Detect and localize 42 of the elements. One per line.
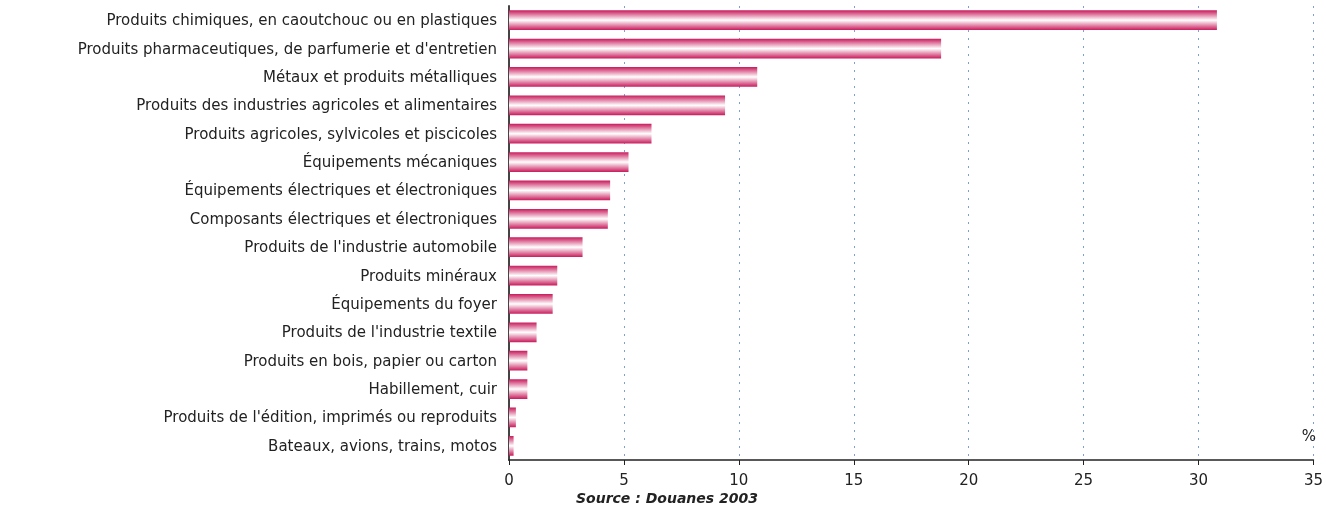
bar [509, 67, 758, 87]
y-tick-label: Produits des industries agricoles et alimentaires [136, 96, 498, 115]
bar [509, 294, 553, 314]
x-tick-label: 15 [844, 470, 864, 489]
y-tick-label: Produits chimiques, en caoutchouc ou en plastiques [106, 11, 498, 30]
y-tick-label: Produits de l'édition, imprimés ou reproduits [163, 408, 498, 427]
bar [509, 407, 516, 428]
y-tick-label: Équipements du foyer [331, 293, 498, 313]
x-tick-label: 20 [959, 470, 979, 489]
x-tick-label: 30 [1188, 470, 1209, 489]
bar [509, 379, 528, 399]
bar [509, 350, 528, 371]
y-tick-label: Produits en bois, papier ou carton [243, 351, 497, 370]
x-tick-label: 35 [1303, 470, 1323, 489]
bar [509, 95, 726, 116]
y-tick-label: Produits minéraux [360, 266, 498, 285]
bar [509, 152, 629, 172]
y-tick-label: Produits pharmaceutiques, de parfumerie et d'entretien [77, 39, 497, 58]
y-tick-label: Habillement, cuir [368, 380, 498, 399]
y-tick-label: Bateaux, avions, trains, motos [268, 436, 498, 455]
x-tick-label: 25 [1074, 470, 1094, 489]
x-tick-label: 0 [504, 470, 514, 489]
y-tick-label: Équipements électriques et électroniques [184, 180, 498, 200]
y-tick-label: Métaux et produits métalliques [263, 67, 498, 86]
bar [509, 322, 537, 343]
bar [509, 237, 583, 258]
x-tick-label: 5 [619, 470, 629, 489]
y-tick-label: Composants électriques et électroniques [189, 209, 498, 228]
bar [509, 265, 558, 286]
y-tick-label: Équipements mécaniques [302, 152, 498, 172]
bar [509, 435, 514, 456]
source-note: Source : Douanes 2003 [576, 490, 758, 506]
bar [509, 10, 1217, 31]
bar [509, 38, 942, 59]
bar [509, 180, 611, 201]
y-tick-label: Produits de l'industrie automobile [244, 238, 497, 257]
x-tick-label: 10 [729, 470, 749, 489]
y-tick-label: Produits agricoles, sylvicoles et piscicoles [184, 124, 498, 143]
y-tick-label: Produits de l'industrie textile [281, 323, 497, 342]
x-axis-title: % [1301, 426, 1317, 445]
bar [509, 208, 608, 229]
bar [509, 123, 652, 144]
